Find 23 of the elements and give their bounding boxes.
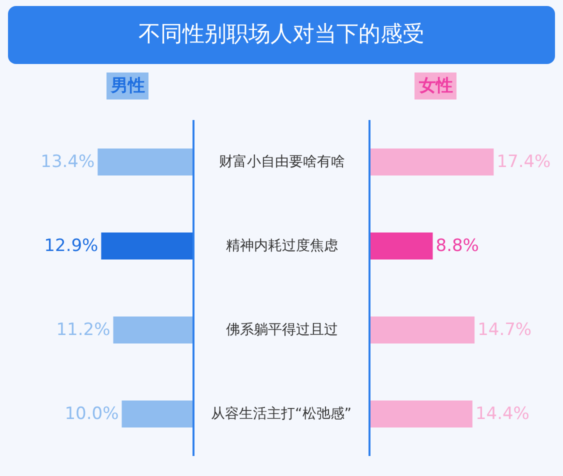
y-tick-label: 财富小自由要啥有啥	[219, 154, 345, 170]
bar	[101, 232, 193, 260]
data-label: 14.4%	[475, 404, 530, 424]
text: 男性	[110, 76, 145, 96]
data-label: 12.9%	[44, 236, 98, 256]
data-label: 8.8%	[436, 236, 479, 256]
bar	[370, 316, 475, 344]
text: 女性	[418, 76, 453, 96]
bar	[370, 232, 433, 260]
data-label: 10.0%	[64, 404, 119, 424]
y-tick-label: 佛系躺平得过且过	[226, 322, 338, 338]
data-label: 17.4%	[496, 152, 551, 172]
bar	[370, 400, 472, 428]
bar	[113, 316, 193, 344]
bar	[370, 148, 494, 176]
y-tick-label: 精神内耗过度焦虑	[226, 238, 338, 254]
data-label: 14.7%	[478, 320, 532, 340]
data-label: 11.2%	[56, 320, 110, 340]
bar	[122, 400, 193, 428]
data-label: 13.4%	[40, 152, 95, 172]
y-tick-label: 从容生活主打“松弛感”	[211, 406, 352, 422]
text: 不同性别职场人对当下的感受	[138, 22, 424, 48]
bar	[98, 148, 193, 176]
